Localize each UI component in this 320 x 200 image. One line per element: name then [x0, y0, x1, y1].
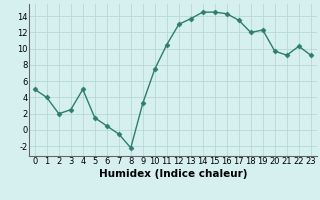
X-axis label: Humidex (Indice chaleur): Humidex (Indice chaleur) — [99, 169, 247, 179]
